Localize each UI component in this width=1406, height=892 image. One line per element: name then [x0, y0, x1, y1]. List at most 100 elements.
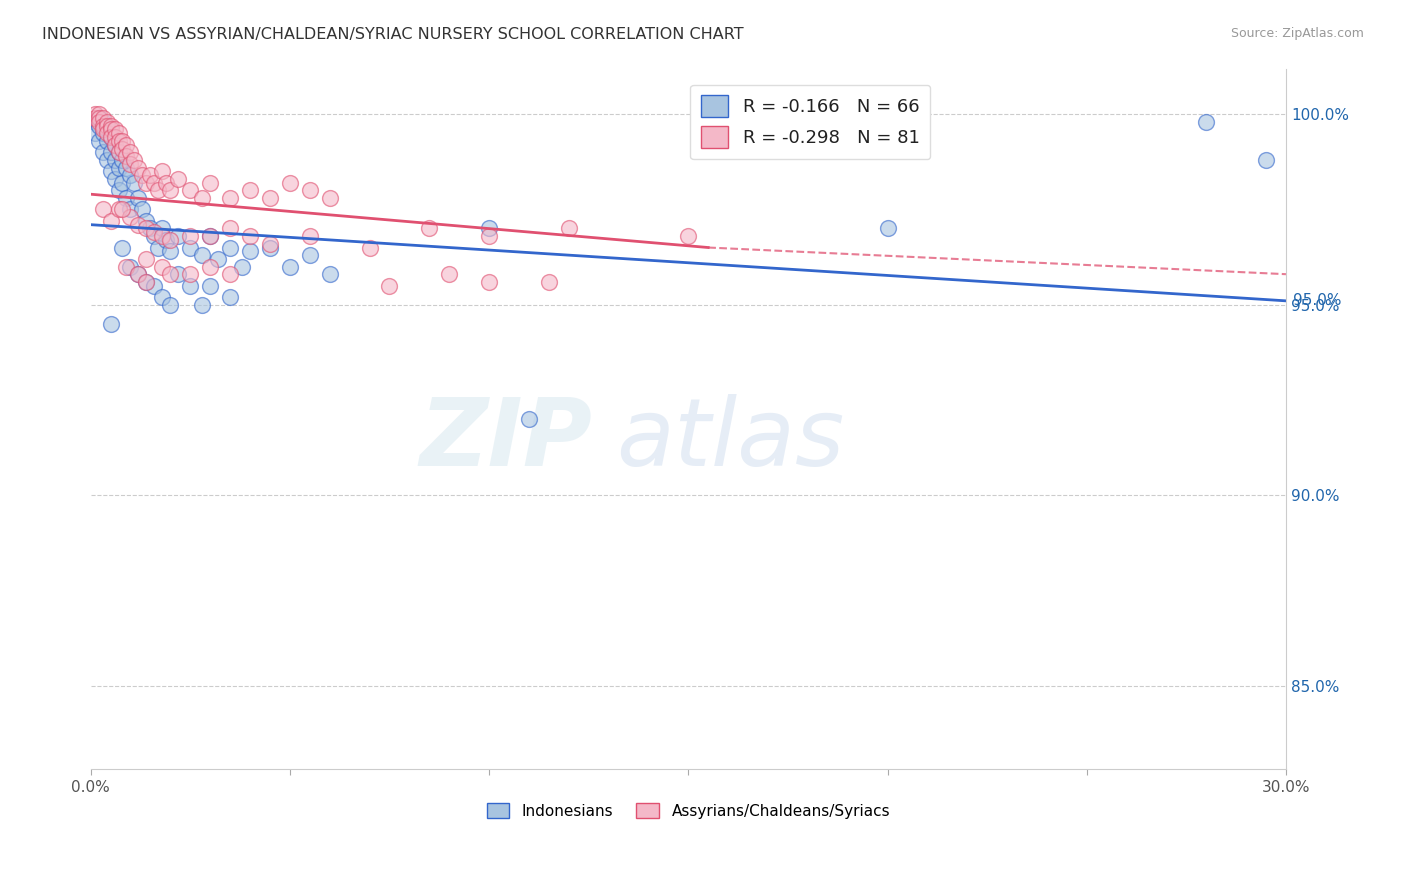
Point: [179, 240, 201, 254]
Point: [278, 260, 301, 274]
Point: [91, 126, 114, 140]
Point: [159, 267, 181, 281]
Text: ZIP: ZIP: [420, 394, 593, 486]
Point: [96, 119, 118, 133]
Point: [96, 126, 118, 140]
Point: [167, 267, 190, 281]
Point: [239, 183, 262, 197]
Point: [87, 111, 110, 125]
Legend: Indonesians, Assyrians/Chaldeans/Syriacs: Indonesians, Assyrians/Chaldeans/Syriacs: [481, 797, 896, 825]
Point: [155, 233, 177, 247]
Point: [259, 240, 281, 254]
Point: [135, 275, 157, 289]
Point: [318, 191, 340, 205]
Point: [100, 119, 122, 133]
Point: [91, 122, 114, 136]
Point: [179, 267, 201, 281]
Point: [298, 229, 321, 244]
Point: [143, 278, 166, 293]
Point: [100, 317, 122, 331]
Point: [115, 161, 138, 175]
Point: [558, 221, 581, 235]
Point: [259, 191, 281, 205]
Point: [135, 214, 157, 228]
Point: [135, 275, 157, 289]
Point: [179, 278, 201, 293]
Point: [179, 183, 201, 197]
Point: [111, 141, 134, 155]
Point: [150, 164, 173, 178]
Point: [127, 161, 149, 175]
Point: [191, 248, 214, 262]
Point: [135, 221, 157, 235]
Point: [83, 126, 105, 140]
Point: [478, 229, 501, 244]
Point: [120, 260, 142, 274]
Point: [219, 191, 242, 205]
Point: [91, 145, 114, 160]
Point: [135, 252, 157, 266]
Point: [96, 153, 118, 167]
Point: [231, 260, 253, 274]
Point: [198, 278, 221, 293]
Point: [103, 153, 125, 167]
Point: [96, 134, 118, 148]
Point: [103, 137, 125, 152]
Point: [87, 111, 110, 125]
Point: [155, 176, 177, 190]
Point: [103, 137, 125, 152]
Point: [111, 153, 134, 167]
Point: [439, 267, 461, 281]
Point: [131, 168, 153, 182]
Text: atlas: atlas: [617, 394, 845, 485]
Point: [191, 298, 214, 312]
Point: [159, 183, 181, 197]
Point: [115, 191, 138, 205]
Point: [96, 122, 118, 136]
Point: [278, 176, 301, 190]
Point: [103, 122, 125, 136]
Point: [198, 176, 221, 190]
Point: [100, 164, 122, 178]
Point: [239, 229, 262, 244]
Point: [198, 260, 221, 274]
Point: [107, 183, 129, 197]
Point: [219, 240, 242, 254]
Point: [259, 236, 281, 251]
Point: [143, 229, 166, 244]
Point: [115, 149, 138, 163]
Point: [298, 183, 321, 197]
Point: [87, 107, 110, 121]
Point: [107, 145, 129, 160]
Point: [100, 145, 122, 160]
Point: [120, 168, 142, 182]
Point: [139, 168, 162, 182]
Point: [115, 260, 138, 274]
Point: [148, 183, 170, 197]
Point: [103, 172, 125, 186]
Point: [87, 115, 110, 129]
Point: [107, 202, 129, 217]
Point: [124, 176, 146, 190]
Point: [111, 134, 134, 148]
Point: [100, 130, 122, 145]
Point: [191, 191, 214, 205]
Point: [207, 252, 229, 266]
Point: [478, 275, 501, 289]
Point: [678, 229, 700, 244]
Point: [83, 107, 105, 121]
Point: [150, 290, 173, 304]
Point: [198, 229, 221, 244]
Point: [159, 233, 181, 247]
Point: [127, 191, 149, 205]
Point: [198, 229, 221, 244]
Point: [150, 229, 173, 244]
Point: [107, 145, 129, 160]
Point: [127, 267, 149, 281]
Point: [83, 115, 105, 129]
Point: [143, 176, 166, 190]
Point: [1254, 153, 1277, 167]
Point: [418, 221, 440, 235]
Point: [111, 176, 134, 190]
Point: [179, 229, 201, 244]
